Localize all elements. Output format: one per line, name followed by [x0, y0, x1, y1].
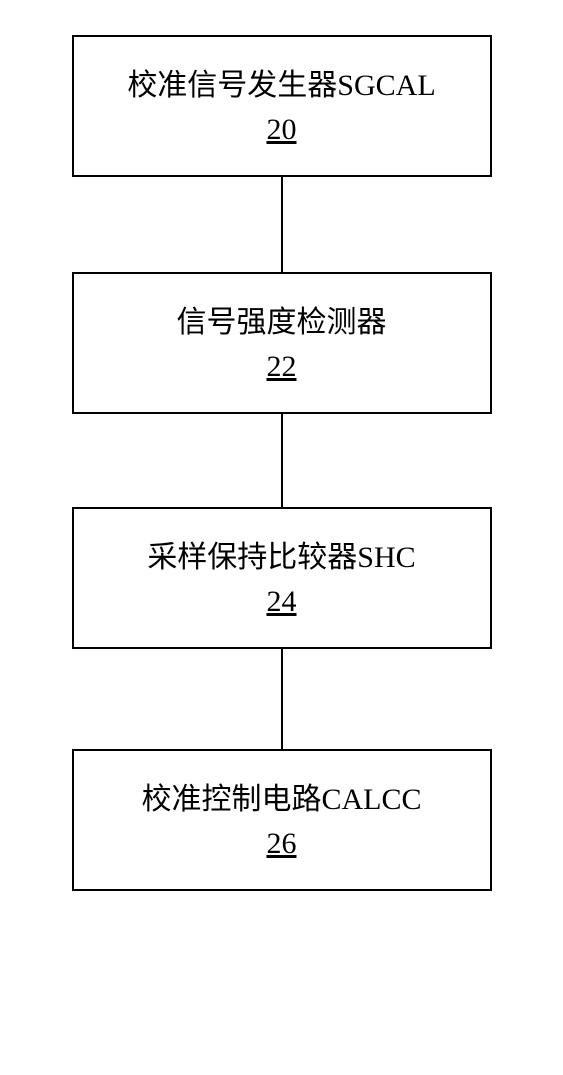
flow-box-4: 校准控制电路CALCC 26: [72, 749, 492, 891]
flow-box-1: 校准信号发生器SGCAL 20: [72, 35, 492, 177]
flow-box-4-title: 校准控制电路CALCC: [141, 779, 421, 821]
flow-box-2-title: 信号强度检测器: [177, 302, 387, 344]
flow-box-3-number: 24: [267, 585, 297, 619]
flow-box-1-number: 20: [267, 113, 297, 147]
flow-box-2: 信号强度检测器 22: [72, 272, 492, 414]
flow-box-4-number: 26: [267, 827, 297, 861]
connector-2: [281, 414, 283, 507]
flow-box-3-title: 采样保持比较器SHC: [147, 537, 415, 579]
connector-3: [281, 649, 283, 749]
connector-1: [281, 177, 283, 272]
flow-box-3: 采样保持比较器SHC 24: [72, 507, 492, 649]
flow-box-2-number: 22: [267, 350, 297, 384]
flow-box-1-title: 校准信号发生器SGCAL: [127, 65, 435, 107]
